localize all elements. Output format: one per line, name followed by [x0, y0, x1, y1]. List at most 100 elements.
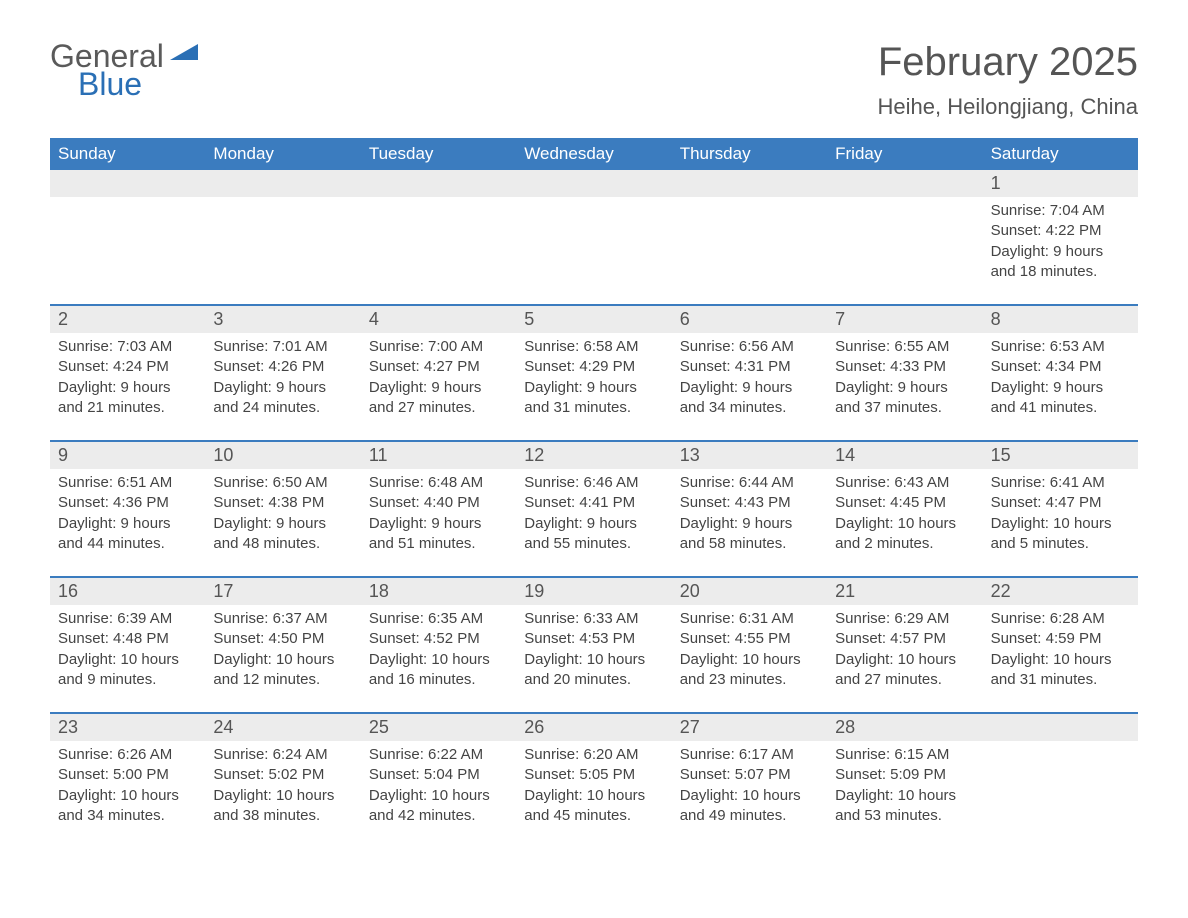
day-number: 3: [205, 306, 360, 333]
day-number: 20: [672, 578, 827, 605]
day-sunset: Sunset: 4:36 PM: [58, 493, 197, 513]
day-number: 25: [361, 714, 516, 741]
day-daylight2: and 20 minutes.: [524, 670, 663, 690]
day-daylight2: and 16 minutes.: [369, 670, 508, 690]
day-number: 22: [983, 578, 1138, 605]
day-header-fri: Friday: [827, 138, 982, 170]
day-sunrise: Sunrise: 6:46 AM: [524, 473, 663, 493]
title-block: February 2025 Heihe, Heilongjiang, China: [878, 40, 1139, 120]
day-sunrise: Sunrise: 6:20 AM: [524, 745, 663, 765]
day-cell: [516, 197, 671, 286]
day-cell: Sunrise: 6:48 AMSunset: 4:40 PMDaylight:…: [361, 469, 516, 558]
day-sunrise: Sunrise: 7:01 AM: [213, 337, 352, 357]
day-number: [827, 170, 982, 197]
day-sunset: Sunset: 5:09 PM: [835, 765, 974, 785]
day-daylight2: and 31 minutes.: [991, 670, 1130, 690]
day-sunrise: Sunrise: 7:03 AM: [58, 337, 197, 357]
day-number: [983, 714, 1138, 741]
daynum-row: 16171819202122: [50, 578, 1138, 605]
day-daylight2: and 23 minutes.: [680, 670, 819, 690]
day-daylight2: and 37 minutes.: [835, 398, 974, 418]
day-cell: Sunrise: 6:20 AMSunset: 5:05 PMDaylight:…: [516, 741, 671, 830]
day-header-wed: Wednesday: [516, 138, 671, 170]
day-cell: Sunrise: 6:46 AMSunset: 4:41 PMDaylight:…: [516, 469, 671, 558]
day-daylight2: and 2 minutes.: [835, 534, 974, 554]
day-cell: Sunrise: 6:29 AMSunset: 4:57 PMDaylight:…: [827, 605, 982, 694]
day-number: 28: [827, 714, 982, 741]
day-number: 1: [983, 170, 1138, 197]
day-daylight1: Daylight: 9 hours: [524, 514, 663, 534]
day-sunset: Sunset: 4:22 PM: [991, 221, 1130, 241]
day-number: 10: [205, 442, 360, 469]
day-number: 24: [205, 714, 360, 741]
weeks-container: 1Sunrise: 7:04 AMSunset: 4:22 PMDaylight…: [50, 170, 1138, 830]
day-daylight2: and 53 minutes.: [835, 806, 974, 826]
day-daylight2: and 41 minutes.: [991, 398, 1130, 418]
day-sunset: Sunset: 4:24 PM: [58, 357, 197, 377]
day-sunset: Sunset: 4:50 PM: [213, 629, 352, 649]
day-daylight1: Daylight: 10 hours: [991, 650, 1130, 670]
day-cell: [205, 197, 360, 286]
day-sunset: Sunset: 5:04 PM: [369, 765, 508, 785]
day-cell: Sunrise: 6:44 AMSunset: 4:43 PMDaylight:…: [672, 469, 827, 558]
logo-triangle-icon: [170, 40, 198, 65]
day-sunrise: Sunrise: 6:58 AM: [524, 337, 663, 357]
day-number: 9: [50, 442, 205, 469]
day-number: 26: [516, 714, 671, 741]
day-daylight2: and 12 minutes.: [213, 670, 352, 690]
day-cell: [361, 197, 516, 286]
day-daylight2: and 18 minutes.: [991, 262, 1130, 282]
day-daylight1: Daylight: 10 hours: [835, 786, 974, 806]
daynum-row: 9101112131415: [50, 442, 1138, 469]
day-sunset: Sunset: 5:02 PM: [213, 765, 352, 785]
day-sunset: Sunset: 4:34 PM: [991, 357, 1130, 377]
week-row: Sunrise: 6:51 AMSunset: 4:36 PMDaylight:…: [50, 469, 1138, 558]
day-sunset: Sunset: 4:31 PM: [680, 357, 819, 377]
day-sunrise: Sunrise: 6:35 AM: [369, 609, 508, 629]
day-daylight2: and 42 minutes.: [369, 806, 508, 826]
day-daylight2: and 55 minutes.: [524, 534, 663, 554]
day-number: 6: [672, 306, 827, 333]
day-daylight1: Daylight: 9 hours: [991, 378, 1130, 398]
day-cell: [827, 197, 982, 286]
day-number: 2: [50, 306, 205, 333]
day-cell: Sunrise: 7:03 AMSunset: 4:24 PMDaylight:…: [50, 333, 205, 422]
day-cell: Sunrise: 6:55 AMSunset: 4:33 PMDaylight:…: [827, 333, 982, 422]
day-sunset: Sunset: 4:55 PM: [680, 629, 819, 649]
day-sunrise: Sunrise: 6:28 AM: [991, 609, 1130, 629]
calendar: Sunday Monday Tuesday Wednesday Thursday…: [50, 138, 1138, 830]
day-sunrise: Sunrise: 6:33 AM: [524, 609, 663, 629]
day-sunrise: Sunrise: 6:48 AM: [369, 473, 508, 493]
day-sunrise: Sunrise: 6:15 AM: [835, 745, 974, 765]
day-cell: [50, 197, 205, 286]
day-sunrise: Sunrise: 6:17 AM: [680, 745, 819, 765]
day-sunset: Sunset: 4:29 PM: [524, 357, 663, 377]
day-daylight2: and 45 minutes.: [524, 806, 663, 826]
day-daylight2: and 48 minutes.: [213, 534, 352, 554]
day-number: [672, 170, 827, 197]
day-sunrise: Sunrise: 6:29 AM: [835, 609, 974, 629]
day-cell: [672, 197, 827, 286]
day-number: 8: [983, 306, 1138, 333]
day-header-tue: Tuesday: [361, 138, 516, 170]
day-daylight2: and 31 minutes.: [524, 398, 663, 418]
day-cell: [983, 741, 1138, 830]
daynum-row: 232425262728: [50, 714, 1138, 741]
day-number: 18: [361, 578, 516, 605]
day-cell: Sunrise: 6:58 AMSunset: 4:29 PMDaylight:…: [516, 333, 671, 422]
day-number: 13: [672, 442, 827, 469]
day-daylight1: Daylight: 10 hours: [835, 650, 974, 670]
day-daylight2: and 49 minutes.: [680, 806, 819, 826]
day-sunrise: Sunrise: 6:26 AM: [58, 745, 197, 765]
day-header-thu: Thursday: [672, 138, 827, 170]
day-daylight2: and 51 minutes.: [369, 534, 508, 554]
day-number: 4: [361, 306, 516, 333]
day-daylight1: Daylight: 9 hours: [524, 378, 663, 398]
week-row: Sunrise: 6:39 AMSunset: 4:48 PMDaylight:…: [50, 605, 1138, 694]
day-number: [50, 170, 205, 197]
day-daylight1: Daylight: 9 hours: [680, 514, 819, 534]
day-daylight1: Daylight: 10 hours: [680, 786, 819, 806]
day-daylight1: Daylight: 10 hours: [680, 650, 819, 670]
day-daylight1: Daylight: 9 hours: [680, 378, 819, 398]
day-sunset: Sunset: 4:57 PM: [835, 629, 974, 649]
